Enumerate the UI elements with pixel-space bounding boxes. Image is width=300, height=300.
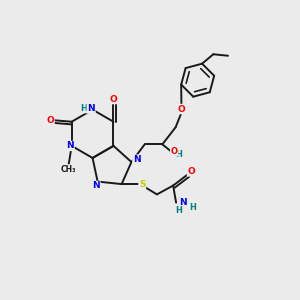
Text: O: O: [188, 167, 195, 176]
Text: O: O: [171, 147, 178, 156]
Text: O: O: [110, 94, 117, 103]
Text: H: H: [189, 203, 196, 212]
Text: N: N: [179, 198, 186, 207]
Text: N: N: [87, 104, 95, 113]
Text: H: H: [80, 104, 87, 113]
Text: N: N: [66, 141, 74, 150]
Text: O: O: [178, 104, 185, 113]
Text: H: H: [175, 206, 182, 215]
Text: O: O: [46, 116, 54, 125]
Text: CH₃: CH₃: [61, 165, 76, 174]
Text: N: N: [133, 155, 140, 164]
Text: S: S: [139, 180, 146, 189]
Text: H: H: [176, 150, 183, 159]
Text: N: N: [92, 182, 100, 190]
